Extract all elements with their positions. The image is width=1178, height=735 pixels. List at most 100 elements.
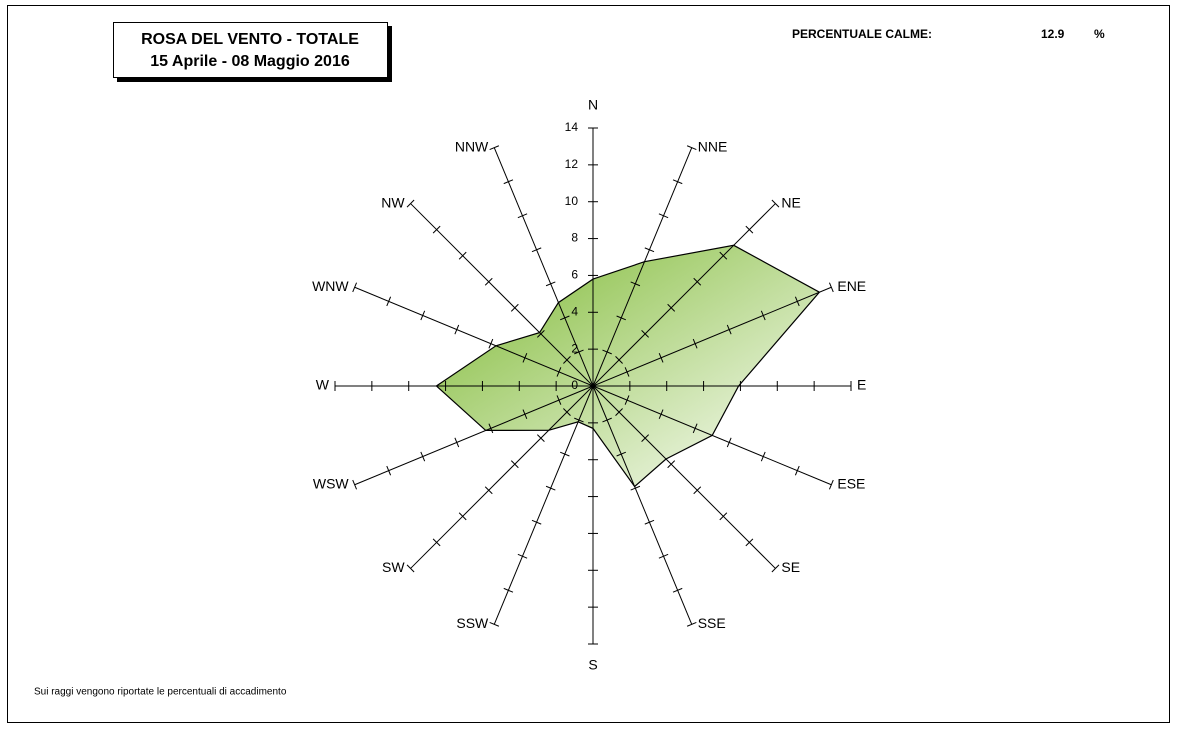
tick-mark (574, 417, 584, 423)
tick-mark (458, 251, 467, 260)
tick-mark (545, 485, 556, 491)
tick-mark (686, 145, 697, 151)
tick-mark (794, 465, 800, 476)
tick-mark (458, 512, 467, 521)
tick-mark (420, 310, 426, 321)
direction-label: S (588, 657, 597, 673)
tick-mark (432, 225, 441, 234)
tick-mark (545, 281, 556, 287)
direction-label: SSW (456, 615, 489, 631)
axis-spoke (410, 385, 594, 569)
calm-label: PERCENTUALE CALME: (792, 27, 932, 41)
tick-mark (616, 451, 627, 457)
calm-unit: % (1094, 27, 1105, 41)
axis-spoke (592, 385, 693, 625)
tick-mark (484, 277, 493, 286)
tick-mark (667, 460, 676, 469)
tick-mark (760, 310, 766, 321)
tick-mark (432, 538, 441, 547)
tick-mark (489, 621, 500, 627)
axis-spoke (592, 286, 832, 387)
tick-mark (745, 225, 754, 234)
tick-mark (510, 303, 519, 312)
axis-spoke (410, 203, 594, 387)
tick-mark (488, 338, 494, 349)
r-tick-label: 2 (571, 341, 578, 355)
tick-mark (615, 356, 623, 364)
tick-mark (510, 460, 519, 469)
tick-mark (559, 315, 570, 321)
tick-mark (563, 408, 571, 416)
direction-label: NNE (698, 138, 728, 154)
axis-spoke (354, 286, 594, 387)
axis-spoke (493, 385, 594, 625)
tick-mark (386, 296, 392, 307)
tick-mark (420, 451, 426, 462)
tick-mark (644, 247, 655, 253)
r-tick-label: 12 (565, 157, 579, 171)
tick-mark (641, 434, 650, 443)
direction-label: SSE (698, 615, 726, 631)
axis-spoke (592, 147, 693, 387)
tick-mark (386, 465, 392, 476)
direction-label: WSW (313, 475, 350, 491)
tick-mark (667, 303, 676, 312)
axis-spoke (592, 203, 776, 387)
tick-mark (352, 479, 358, 490)
tick-mark (672, 587, 683, 593)
tick-mark (488, 423, 494, 434)
direction-label: E (857, 377, 866, 393)
title-box (113, 22, 388, 78)
r-tick-label: 0 (571, 378, 578, 392)
tick-mark (658, 409, 664, 420)
direction-label: SE (781, 559, 800, 575)
tick-mark (536, 434, 545, 443)
axis-spoke (592, 385, 776, 569)
tick-mark (630, 281, 641, 287)
tick-mark (719, 251, 728, 260)
r-tick-label: 6 (571, 268, 578, 282)
tick-mark (536, 329, 545, 338)
calm-value: 12.9 (1041, 27, 1065, 41)
tick-mark (517, 553, 528, 559)
tick-mark (559, 451, 570, 457)
tick-mark (503, 587, 514, 593)
tick-mark (719, 512, 728, 521)
tick-mark (658, 352, 664, 363)
chart-title: ROSA DEL VENTO - TOTALE (141, 31, 359, 48)
direction-label: ENE (837, 278, 866, 294)
direction-label: NNW (455, 138, 489, 154)
tick-mark (686, 621, 697, 627)
direction-label: NE (781, 194, 800, 210)
tick-mark (602, 417, 612, 423)
tick-mark (522, 409, 528, 420)
tick-mark (771, 564, 780, 573)
tick-mark (693, 277, 702, 286)
tick-mark (726, 324, 732, 335)
plot: N NNE NE ENE E ESE SE SSE S SSW SW WSW W WNW NW NNW 0 2 4 6… (312, 97, 866, 673)
tick-mark (352, 282, 358, 293)
axis-spoke (354, 385, 594, 486)
tick-mark (563, 356, 571, 364)
direction-label: SW (382, 559, 405, 575)
tick-mark (828, 479, 834, 490)
tick-mark (615, 408, 623, 416)
tick-mark (406, 199, 415, 208)
tick-mark (531, 519, 542, 525)
direction-label: W (316, 377, 330, 393)
tick-mark (692, 423, 698, 434)
r-tick-label: 14 (565, 120, 579, 134)
tick-mark (672, 179, 683, 185)
tick-mark (574, 349, 584, 355)
axis-spoke (493, 147, 594, 387)
tick-mark (658, 213, 669, 219)
tick-mark (556, 367, 562, 377)
direction-label: N (588, 97, 598, 113)
tick-mark (692, 338, 698, 349)
tick-mark (489, 145, 500, 151)
tick-mark (484, 486, 493, 495)
tick-mark (517, 213, 528, 219)
tick-mark (503, 179, 514, 185)
tick-mark (771, 199, 780, 208)
